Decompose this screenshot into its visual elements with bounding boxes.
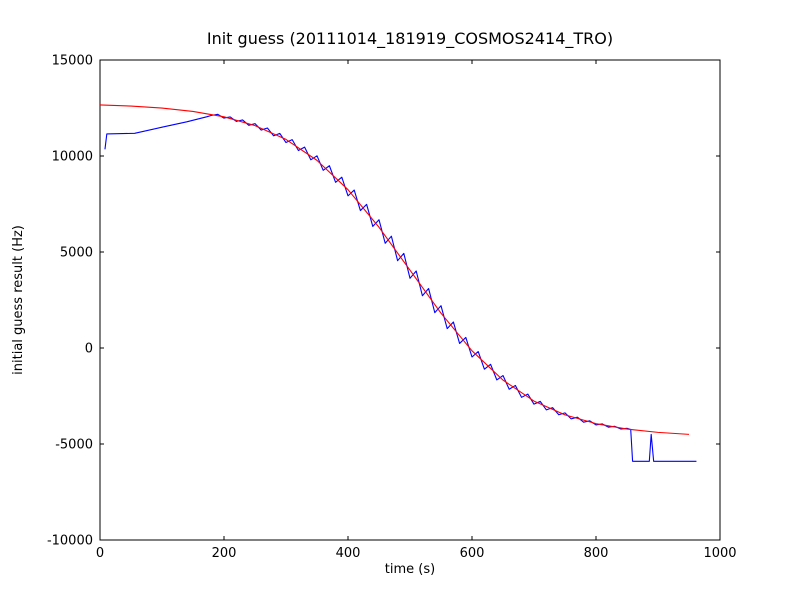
y-tick-label: 0 bbox=[85, 342, 93, 357]
plot-frame bbox=[99, 59, 721, 541]
y-tick-label: -10000 bbox=[47, 534, 93, 549]
x-tick-label: 200 bbox=[212, 546, 237, 561]
y-tick-label: 5000 bbox=[60, 246, 93, 261]
x-tick-label: 600 bbox=[460, 546, 485, 561]
y-tick-label: -5000 bbox=[55, 438, 93, 453]
y-tick-label: 15000 bbox=[52, 54, 93, 69]
x-tick-label: 1000 bbox=[703, 546, 736, 561]
x-axis-label: time (s) bbox=[385, 562, 435, 577]
axis-ticks: 0 200 400 600 800 1000 -10000 -5000 0 5000 10000 15… bbox=[47, 54, 737, 562]
axes-background bbox=[99, 59, 721, 541]
x-tick-label: 400 bbox=[336, 546, 361, 561]
x-tick-label: 0 bbox=[96, 546, 104, 561]
x-tick-label: 800 bbox=[584, 546, 609, 561]
chart-title: Init guess (20111014_181919_COSMOS2414_T… bbox=[207, 29, 613, 49]
series-lines bbox=[99, 104, 697, 462]
series-fit-curve bbox=[99, 104, 690, 435]
y-axis-label: initial guess result (Hz) bbox=[11, 225, 26, 375]
y-tick-label: 10000 bbox=[52, 150, 93, 165]
